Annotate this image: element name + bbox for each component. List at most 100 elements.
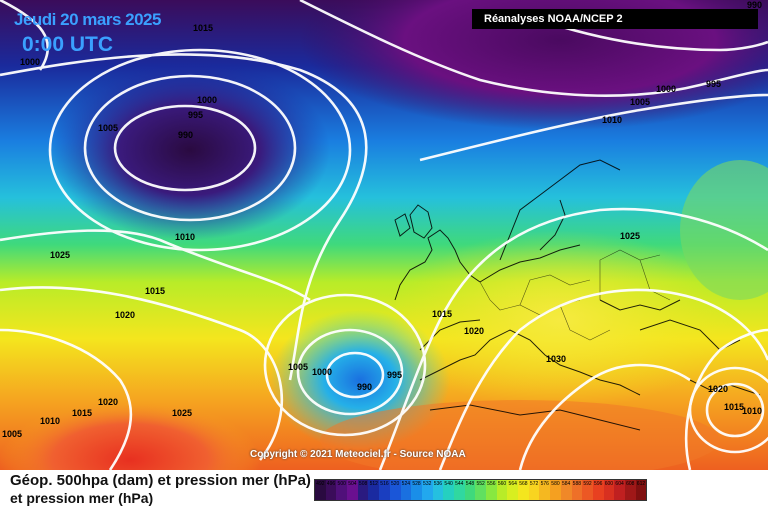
- svg-text:1005: 1005: [2, 429, 22, 439]
- color-scale-value: 576: [540, 481, 549, 487]
- svg-text:1025: 1025: [172, 408, 192, 418]
- svg-text:1010: 1010: [602, 115, 622, 125]
- svg-text:1025: 1025: [620, 231, 640, 241]
- svg-text:1000: 1000: [20, 57, 40, 67]
- svg-text:1015: 1015: [193, 23, 213, 33]
- svg-text:990: 990: [178, 130, 193, 140]
- color-scale-cell: 512: [368, 480, 380, 500]
- color-scale-value: 512: [369, 481, 378, 487]
- color-scale-cell: 580: [550, 480, 561, 500]
- color-scale-value: 564: [508, 481, 517, 487]
- isobar-lines: [0, 0, 768, 470]
- svg-text:1015: 1015: [724, 402, 744, 412]
- color-scale-cell: 524: [400, 480, 412, 500]
- svg-text:1010: 1010: [742, 406, 762, 416]
- svg-text:1000: 1000: [312, 367, 332, 377]
- svg-text:1000: 1000: [197, 95, 217, 105]
- map-time: 0:00 UTC: [22, 33, 114, 56]
- color-scale-cell: 548: [464, 480, 476, 500]
- color-scale-cell: 556: [486, 480, 497, 500]
- color-scale-value: 516: [380, 481, 389, 487]
- svg-text:990: 990: [357, 382, 372, 392]
- corner-isobar-label: 990: [746, 0, 762, 10]
- color-scale-value: 568: [519, 481, 528, 487]
- color-scale-value: 496: [326, 481, 336, 487]
- color-scale-value: 520: [390, 481, 400, 487]
- color-scale-cell: 540: [443, 480, 454, 500]
- color-scale-cell: 504: [347, 480, 358, 500]
- color-scale-value: 580: [551, 481, 560, 487]
- color-scale-cell: 612: [635, 480, 647, 500]
- color-scale-cell: 600: [603, 480, 615, 500]
- color-scale-cell: 592: [582, 480, 593, 500]
- color-scale-value: 584: [561, 481, 571, 487]
- isobar-labels: 1015 1000 1000 995 990 1005 1010 1000 10…: [2, 23, 762, 439]
- svg-text:1020: 1020: [115, 310, 135, 320]
- svg-text:1000: 1000: [656, 84, 676, 94]
- color-scale-cell: 536: [432, 480, 444, 500]
- map-date: Jeudi 20 mars 2025: [14, 10, 161, 29]
- color-scale-cell: 528: [411, 480, 422, 500]
- color-scale-value: 560: [497, 481, 507, 487]
- svg-text:995: 995: [706, 79, 721, 89]
- color-scale-value: 536: [433, 481, 443, 487]
- color-scale-value: 524: [401, 481, 411, 487]
- color-scale-cell: 572: [528, 480, 540, 500]
- color-scale-value: 540: [444, 481, 453, 487]
- color-scale-cell: 596: [592, 480, 604, 500]
- color-scale-cell: 552: [475, 480, 486, 500]
- svg-text:1020: 1020: [464, 326, 484, 336]
- color-scale-value: 592: [583, 481, 592, 487]
- color-scale-cell: 500: [336, 480, 348, 500]
- color-scale-cell: 584: [560, 480, 572, 500]
- copyright-note: Copyright © 2021 Meteociel.fr - Source N…: [250, 449, 466, 460]
- svg-text:1005: 1005: [630, 97, 650, 107]
- color-scale-value: 548: [465, 481, 475, 487]
- color-scale-cell: 568: [518, 480, 529, 500]
- color-scale: 492 496 500 504 508 512 516 520 524 528 532 536 540 5…: [314, 479, 648, 501]
- color-scale-value: 600: [604, 481, 614, 487]
- color-scale-cell: 564: [507, 480, 519, 500]
- color-scale-value: 552: [476, 481, 485, 487]
- color-scale-value: 556: [487, 481, 496, 487]
- svg-text:1010: 1010: [175, 232, 195, 242]
- color-scale-cell: 604: [614, 480, 625, 500]
- color-scale-cell: 508: [357, 480, 369, 500]
- legend-subtitle: et pression mer (hPa): [10, 490, 154, 506]
- svg-text:1015: 1015: [145, 286, 165, 296]
- svg-text:1005: 1005: [288, 362, 308, 372]
- svg-text:1025: 1025: [50, 250, 70, 260]
- color-scale-value: 528: [412, 481, 421, 487]
- color-scale-value: 572: [529, 481, 539, 487]
- legend-footer: Géop. 500hpa (dam) et pression mer (hPa)…: [0, 470, 768, 512]
- color-scale-value: 508: [358, 481, 368, 487]
- color-scale-cell: 608: [624, 480, 636, 500]
- svg-text:1015: 1015: [72, 408, 92, 418]
- color-scale-value: 532: [423, 481, 432, 487]
- color-scale-value: 500: [337, 481, 346, 487]
- color-scale-cell: 588: [571, 480, 583, 500]
- svg-text:995: 995: [387, 370, 402, 380]
- svg-text:1010: 1010: [40, 416, 60, 426]
- color-scale-value: 608: [626, 481, 635, 487]
- color-scale-cell: 560: [496, 480, 508, 500]
- legend-title: Géop. 500hpa (dam) et pression mer (hPa): [10, 472, 311, 489]
- svg-text:1020: 1020: [708, 384, 728, 394]
- svg-text:1030: 1030: [546, 354, 566, 364]
- color-scale-value: 504: [348, 481, 357, 487]
- svg-text:995: 995: [188, 110, 203, 120]
- svg-text:1015: 1015: [432, 309, 452, 319]
- color-scale-value: 588: [572, 481, 582, 487]
- color-scale-value: 596: [594, 481, 603, 487]
- svg-text:1005: 1005: [98, 123, 118, 133]
- color-scale-value: 604: [615, 481, 624, 487]
- svg-text:1020: 1020: [98, 397, 118, 407]
- color-scale-cell: 576: [539, 480, 551, 500]
- source-banner: Réanalyses NOAA/NCEP 2: [472, 9, 758, 29]
- color-scale-cell: 496: [325, 480, 337, 500]
- color-scale-cell: 532: [421, 480, 433, 500]
- color-scale-cell: 544: [453, 480, 465, 500]
- geopotential-map: 1015 1000 1000 995 990 1005 1010 1000 10…: [0, 0, 768, 470]
- color-scale-cell: 492: [315, 480, 326, 500]
